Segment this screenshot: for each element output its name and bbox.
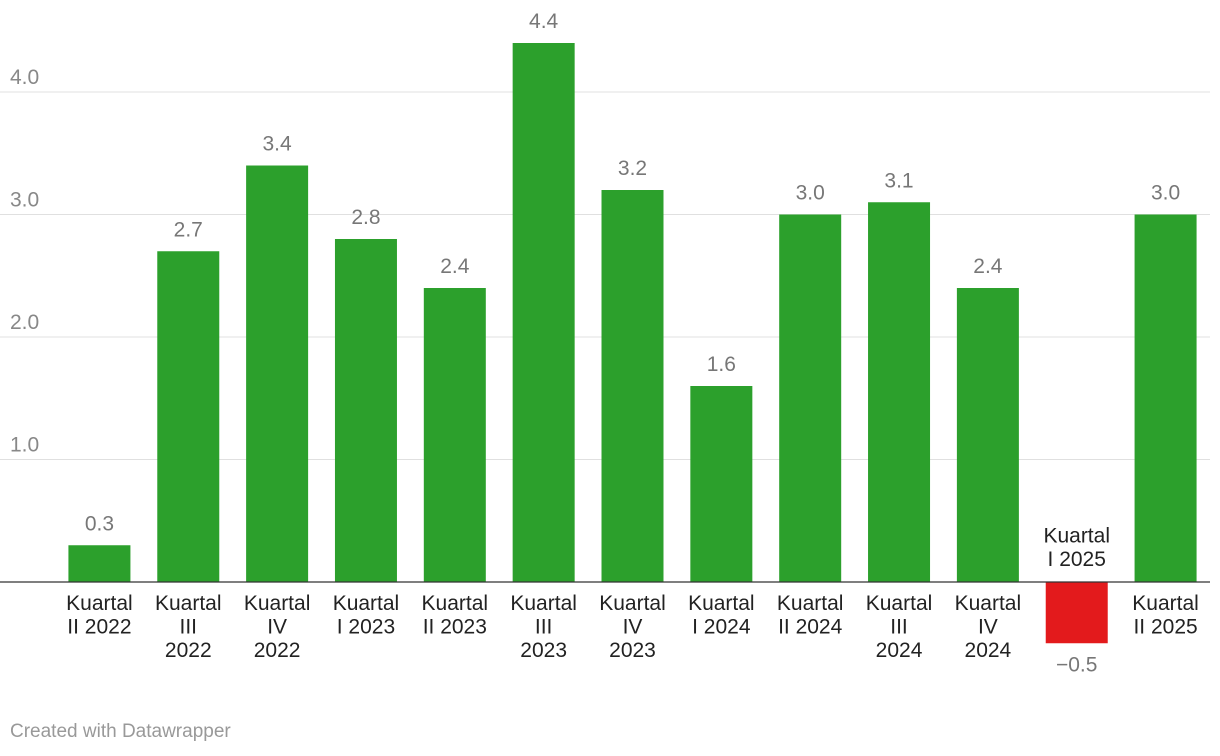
category-label-line: Kuartal <box>66 592 133 615</box>
category-label-line: IV <box>623 616 643 639</box>
y-tick-label: 4.0 <box>10 66 39 89</box>
category-label: Kuartal IV 2023 <box>599 592 666 662</box>
value-label: 3.2 <box>618 157 647 180</box>
category-label-line: Kuartal <box>422 592 489 615</box>
category-label-line: Kuartal <box>244 592 311 615</box>
category-label-line: Kuartal <box>688 592 755 615</box>
value-label: 3.4 <box>263 133 293 156</box>
bar <box>1045 582 1108 644</box>
category-label-line: 2022 <box>165 639 212 662</box>
datawrapper-credit: Created with Datawrapper <box>10 721 231 742</box>
category-label: Kuartal I 2023 <box>333 592 400 639</box>
category-label: Kuartal III 2024 <box>866 592 933 662</box>
category-label-line: 2024 <box>965 639 1012 662</box>
bar <box>423 288 486 582</box>
category-label-line: IV <box>978 616 998 639</box>
category-label: Kuartal II 2022 <box>66 592 133 639</box>
category-label-line: II 2025 <box>1133 616 1197 639</box>
bar <box>68 545 131 582</box>
category-label-line: II 2022 <box>67 616 131 639</box>
category-label-line: Kuartal <box>955 592 1022 615</box>
category-label-line: 2024 <box>876 639 923 662</box>
category-label: Kuartal IV 2022 <box>244 592 311 662</box>
value-label: −0.5 <box>1056 653 1097 676</box>
category-label: Kuartal I 2025 <box>1043 525 1110 572</box>
category-label: Kuartal II 2024 <box>777 592 844 639</box>
value-label: 1.6 <box>707 353 736 376</box>
bar <box>601 190 664 582</box>
category-label-line: 2022 <box>254 639 301 662</box>
bars <box>68 43 1197 644</box>
category-label-line: Kuartal <box>333 592 400 615</box>
bar <box>690 386 753 582</box>
bar <box>956 288 1019 582</box>
category-label-line: 2023 <box>520 639 567 662</box>
category-label: Kuartal II 2025 <box>1132 592 1199 639</box>
category-label: Kuartal IV 2024 <box>955 592 1022 662</box>
category-label-line: Kuartal <box>1043 525 1110 548</box>
category-label-line: IV <box>267 616 287 639</box>
category-label-line: I 2023 <box>337 616 395 639</box>
category-label-line: Kuartal <box>599 592 666 615</box>
value-label: 2.8 <box>351 206 380 229</box>
value-label: 3.0 <box>1151 182 1180 205</box>
category-label-line: I 2024 <box>692 616 751 639</box>
category-label-line: Kuartal <box>155 592 222 615</box>
category-label-line: II 2023 <box>423 616 487 639</box>
category-label: Kuartal III 2023 <box>510 592 577 662</box>
value-label: 2.4 <box>440 255 470 278</box>
bar <box>157 251 220 582</box>
y-tick-label: 1.0 <box>10 434 39 457</box>
category-label-line: Kuartal <box>510 592 577 615</box>
category-label-line: Kuartal <box>777 592 844 615</box>
value-label: 3.1 <box>884 169 913 192</box>
category-label-line: III <box>890 616 908 639</box>
bar <box>334 239 397 582</box>
category-label: Kuartal III 2022 <box>155 592 222 662</box>
category-label-line: III <box>180 616 198 639</box>
bar <box>868 202 931 582</box>
bar <box>779 214 842 582</box>
value-label: 2.4 <box>973 255 1003 278</box>
category-label-line: II 2024 <box>778 616 843 639</box>
bar <box>1134 214 1197 582</box>
category-label-line: 2023 <box>609 639 656 662</box>
bar <box>246 165 309 582</box>
category-label: Kuartal II 2023 <box>422 592 489 639</box>
bar <box>512 43 575 582</box>
value-label: 2.7 <box>174 218 203 241</box>
category-label: Kuartal I 2024 <box>688 592 755 639</box>
value-label: 0.3 <box>85 512 114 535</box>
value-label: 4.4 <box>529 10 559 33</box>
value-label: 3.0 <box>796 182 825 205</box>
category-label-line: I 2025 <box>1048 548 1106 571</box>
category-label-line: Kuartal <box>866 592 933 615</box>
category-label-line: III <box>535 616 553 639</box>
y-tick-label: 3.0 <box>10 189 39 212</box>
category-label-line: Kuartal <box>1132 592 1199 615</box>
y-tick-label: 2.0 <box>10 311 39 334</box>
